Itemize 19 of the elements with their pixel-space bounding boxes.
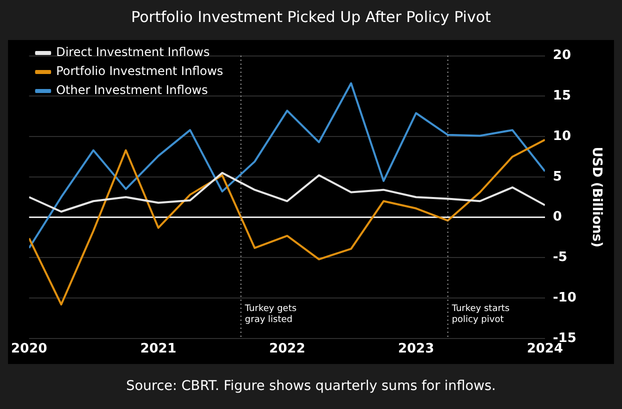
y-tick-label: 0 — [552, 210, 562, 225]
x-tick-label: 2020 — [10, 342, 48, 357]
y-tick-label: 20 — [552, 48, 572, 64]
legend-label: Direct Investment Inflows — [56, 45, 210, 60]
y-tick-label: 15 — [552, 88, 572, 104]
y-tick-label: -10 — [552, 290, 576, 306]
y-tick-label: -5 — [552, 250, 568, 266]
chart-title: Portfolio Investment Picked Up After Policy Pivot — [130, 7, 492, 28]
source-note: Source: CBRT. Figure shows quarterly sums for inflows. — [125, 378, 497, 394]
y-tick-label: 5 — [552, 169, 562, 184]
legend-label: Portfolio Investment Inflows — [56, 64, 224, 78]
ref-line-label: Turkey starts policy pivot — [450, 304, 510, 326]
y-tick-label: 10 — [552, 128, 572, 144]
legend-label: Other Investment Inflows — [56, 83, 208, 98]
y-axis-title: USD (Billions) — [588, 146, 604, 248]
x-tick-label: 2021 — [140, 342, 176, 357]
ref-line-label: Turkey gets gray listed — [244, 304, 297, 326]
x-tick-label: 2023 — [398, 342, 434, 357]
x-tick-label: 2022 — [269, 342, 306, 357]
